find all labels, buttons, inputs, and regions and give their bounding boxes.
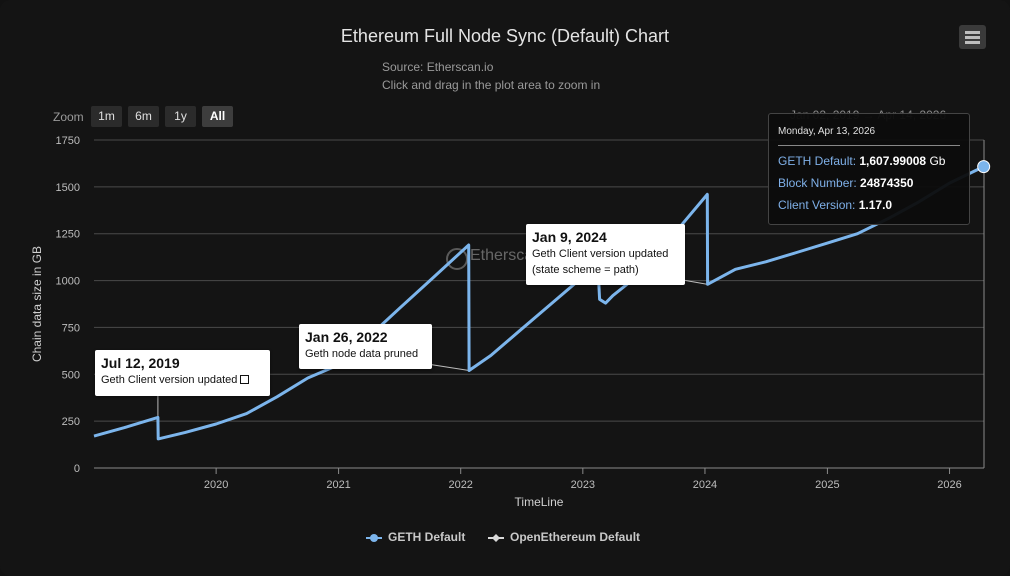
x-axis-title: TimeLine bbox=[515, 495, 564, 509]
y-tick-label: 750 bbox=[62, 322, 80, 334]
tooltip-client-value: 1.17.0 bbox=[858, 198, 893, 212]
tooltip-divider bbox=[778, 145, 960, 146]
x-tick-label: 2023 bbox=[571, 479, 595, 491]
annotation-text: Geth Client version updated bbox=[532, 248, 669, 260]
legend-item-openethereum[interactable]: OpenEthereum Default bbox=[488, 530, 640, 544]
tooltip-block-label: Block Number bbox=[778, 176, 854, 190]
x-tick-label: 2020 bbox=[204, 479, 228, 491]
zoom-1m-button[interactable]: 1m bbox=[91, 106, 122, 127]
chart-subtitle: Source: Etherscan.io Click and drag in t… bbox=[382, 58, 600, 94]
external-link-icon[interactable] bbox=[240, 375, 250, 384]
annotation-date: Jan 9, 2024 bbox=[532, 229, 607, 245]
annotation-date: Jan 26, 2022 bbox=[305, 329, 388, 345]
chart-title: Ethereum Full Node Sync (Default) Chart bbox=[340, 26, 670, 46]
zoom-1y-button[interactable]: 1y bbox=[165, 106, 196, 127]
tooltip-series-value: 1,607.99008 bbox=[859, 154, 927, 168]
annotation-date: Jul 12, 2019 bbox=[101, 355, 180, 371]
x-tick-label: 2021 bbox=[326, 479, 350, 491]
y-tick-label: 500 bbox=[62, 369, 80, 381]
chart-menu-button[interactable] bbox=[959, 25, 986, 49]
y-tick-label: 1250 bbox=[56, 229, 80, 241]
hamburger-icon-bar bbox=[965, 31, 980, 34]
legend-label: GETH Default bbox=[388, 530, 466, 544]
x-tick-label: 2022 bbox=[448, 479, 472, 491]
annotation-jan-2024[interactable]: Jan 9, 2024 Geth Client version updated … bbox=[526, 224, 685, 285]
source-text: Source: Etherscan.io bbox=[382, 60, 494, 74]
hamburger-icon-bar bbox=[965, 36, 980, 39]
annotation-text: Geth Client version updated bbox=[101, 374, 238, 386]
watermark-text: Etherscan bbox=[470, 247, 543, 264]
y-tick-label: 0 bbox=[74, 463, 80, 475]
tooltip-client-label: Client Version bbox=[778, 198, 853, 212]
zoom-all-button[interactable]: All bbox=[202, 106, 233, 127]
annotation-text: Geth node data pruned bbox=[305, 348, 419, 360]
hamburger-icon-bar bbox=[965, 41, 980, 44]
zoom-label: Zoom bbox=[53, 110, 84, 124]
geth-default-line bbox=[93, 165, 985, 441]
annotation-jan-2022[interactable]: Jan 26, 2022 Geth node data pruned bbox=[299, 324, 432, 369]
tooltip-series-label: GETH Default bbox=[778, 154, 853, 168]
y-tick-label: 1750 bbox=[56, 135, 80, 147]
legend-openethereum-icon bbox=[488, 533, 504, 542]
hover-point-marker bbox=[977, 160, 991, 174]
data-tooltip: Monday, Apr 13, 2026 GETH Default: 1,607… bbox=[768, 113, 970, 225]
tooltip-client-row: Client Version: 1.17.0 bbox=[778, 198, 893, 212]
y-tick-label: 250 bbox=[62, 416, 80, 428]
x-tick-label: 2024 bbox=[693, 479, 717, 491]
y-axis-title: Chain data size in GB bbox=[30, 246, 44, 362]
annotation-jul-2019[interactable]: Jul 12, 2019 Geth Client version updated bbox=[95, 350, 270, 396]
x-tick-label: 2025 bbox=[815, 479, 839, 491]
zoom-hint-text: Click and drag in the plot area to zoom … bbox=[382, 78, 601, 92]
annotation-text: (state scheme = path) bbox=[532, 264, 639, 276]
tooltip-series-row: GETH Default: 1,607.99008 Gb bbox=[778, 154, 946, 168]
tooltip-block-row: Block Number: 24874350 bbox=[778, 176, 914, 190]
tooltip-series-unit: Gb bbox=[929, 154, 946, 168]
x-tick-label: 2026 bbox=[937, 479, 961, 491]
legend-label: OpenEthereum Default bbox=[510, 530, 641, 544]
tooltip-block-value: 24874350 bbox=[860, 176, 914, 190]
y-tick-label: 1000 bbox=[56, 276, 80, 288]
y-tick-label: 1500 bbox=[56, 182, 80, 194]
tooltip-date: Monday, Apr 13, 2026 bbox=[778, 126, 876, 137]
zoom-6m-button[interactable]: 6m bbox=[128, 106, 159, 127]
legend-geth-icon bbox=[366, 533, 382, 542]
legend-item-geth[interactable]: GETH Default bbox=[366, 530, 465, 544]
etherscan-logo-icon bbox=[446, 248, 468, 270]
